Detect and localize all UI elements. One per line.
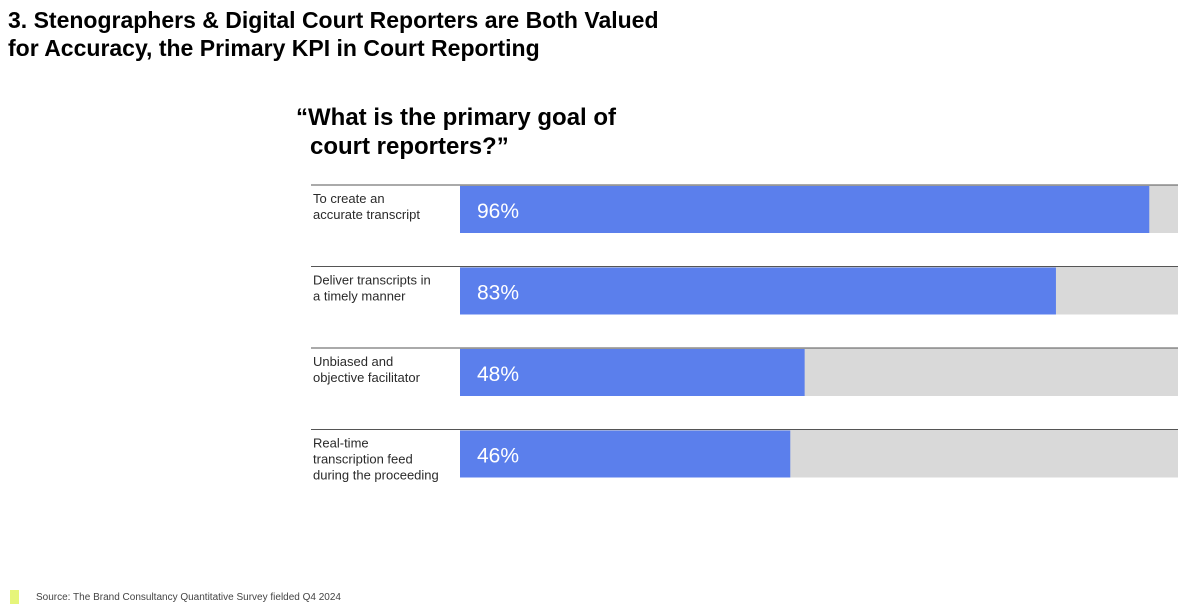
bar [460, 430, 791, 478]
bar [460, 186, 1150, 233]
category-label: transcription feed [313, 452, 413, 467]
bar-value-label: 48% [477, 363, 519, 386]
slide-title: 3. Stenographers & Digital Court Reporte… [8, 6, 708, 62]
category-label: Real-time [313, 436, 369, 451]
bar [460, 267, 1056, 315]
slide-title-line-2: for Accuracy, the Primary KPI in Court R… [8, 35, 540, 61]
category-label: objective facilitator [313, 370, 421, 385]
category-label: Unbiased and [313, 354, 393, 369]
category-label: a timely manner [313, 289, 406, 304]
bar-value-label: 96% [477, 200, 519, 223]
survey-question-line-1: “What is the primary goal of [296, 104, 617, 131]
slide-title-line-1: 3. Stenographers & Digital Court Reporte… [8, 7, 659, 33]
category-label: during the proceeding [313, 468, 439, 483]
survey-question-line-2: court reporters?” [310, 133, 509, 160]
source-note: Source: The Brand Consultancy Quantitati… [36, 592, 341, 603]
bar [460, 349, 805, 396]
survey-question: “What is the primary goal of court repor… [296, 103, 696, 161]
bar-value-label: 46% [477, 445, 519, 468]
source-marker [10, 590, 19, 604]
bar-value-label: 83% [477, 282, 519, 305]
category-label: To create an [313, 191, 385, 206]
category-label: accurate transcript [313, 207, 420, 222]
category-label: Deliver transcripts in [313, 273, 431, 288]
